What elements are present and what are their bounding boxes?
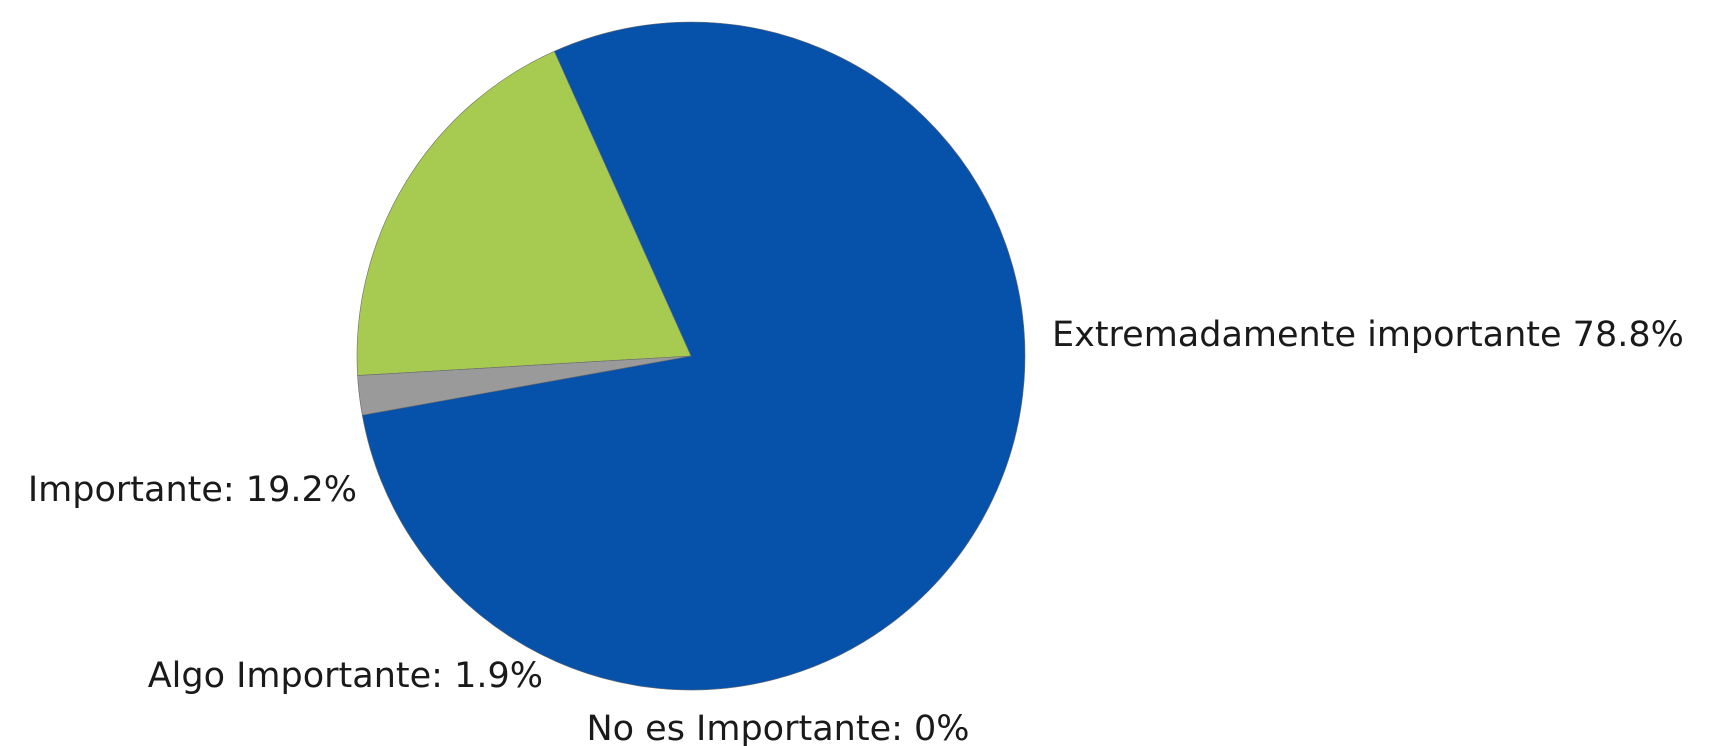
label-no-es-importante: No es Importante: 0% xyxy=(586,709,969,746)
pie-slices xyxy=(356,21,1026,691)
pie-slice-algo-importante xyxy=(357,355,692,416)
pie-slice-extremadamente-importante xyxy=(361,21,1026,691)
pie-labels: Extremadamente importante 78.8% Importan… xyxy=(28,315,1684,746)
pie-slice-importante xyxy=(356,50,692,376)
label-importante: Importante: 19.2% xyxy=(28,470,357,510)
label-extremadamente-importante: Extremadamente importante 78.8% xyxy=(1052,315,1684,355)
label-algo-importante: Algo Importante: 1.9% xyxy=(148,656,543,696)
